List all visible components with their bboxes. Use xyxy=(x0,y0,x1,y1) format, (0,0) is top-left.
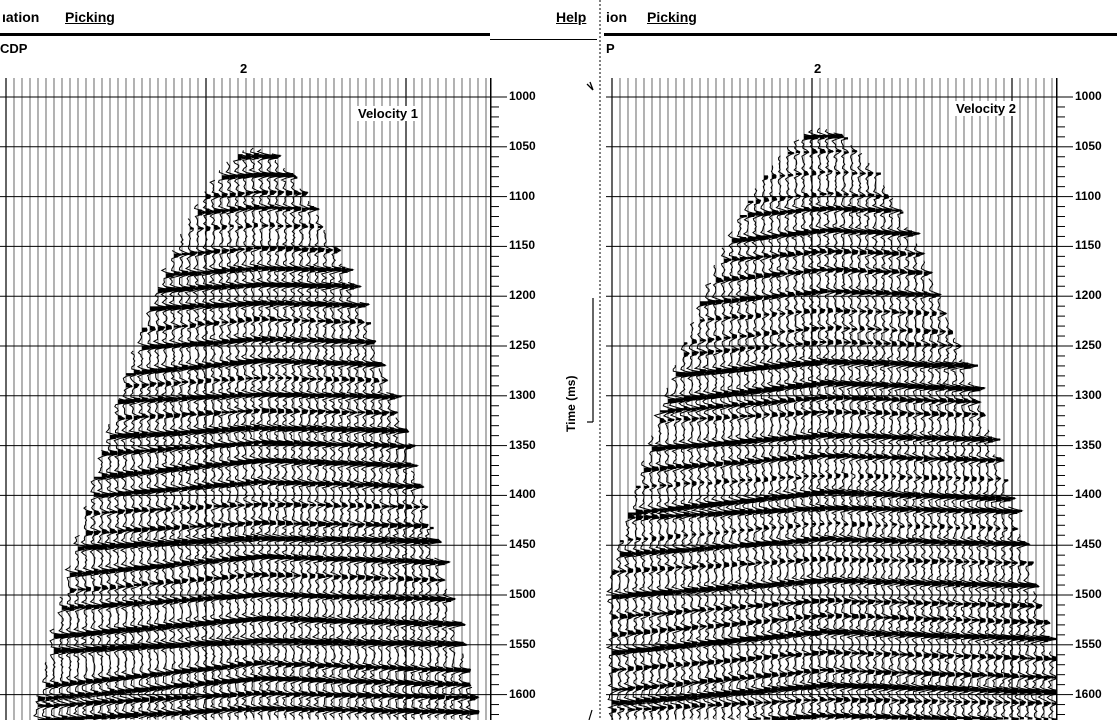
time-tick-label: 1450 xyxy=(509,537,536,552)
right-menubar: ion Picking xyxy=(604,0,1117,32)
left-cdp-number: 2 xyxy=(240,61,248,76)
left-menubar: ıation Picking Help xyxy=(0,0,597,32)
right-cdp-header: P xyxy=(606,41,615,56)
right-time-axis: 1000 1050 1100 1150 1200 1250 1300 1350 1400 1450… xyxy=(1057,78,1117,720)
time-tick-label: 1100 xyxy=(509,188,536,203)
menu-estimation[interactable]: ıation xyxy=(2,9,40,25)
time-tick-label: 1050 xyxy=(509,138,536,153)
right-gather-panel[interactable]: Velocity 2 xyxy=(606,78,1057,720)
left-cdp-header: CDP xyxy=(0,41,28,56)
time-tick-label: 1200 xyxy=(509,288,536,303)
left-gather-panel[interactable]: Velocity 1 xyxy=(0,78,491,720)
time-tick-label: 1000 xyxy=(1075,89,1102,103)
time-tick-label: 1150 xyxy=(1075,238,1102,253)
menu-help[interactable]: Help xyxy=(556,9,586,25)
left-gather-wiggles xyxy=(0,78,490,720)
time-tick-label: 1400 xyxy=(1075,487,1102,502)
left-menubar-rule xyxy=(0,33,490,36)
time-tick-label: 1400 xyxy=(509,487,536,502)
time-tick-label: 1600 xyxy=(1075,686,1102,701)
time-tick-label: 1150 xyxy=(509,238,536,253)
time-tick-label: 1550 xyxy=(1075,636,1102,651)
left-header-rule xyxy=(490,39,597,40)
time-tick-label: 1600 xyxy=(509,686,536,701)
right-gather-wiggles xyxy=(606,78,1056,720)
menu-picking-right[interactable]: Picking xyxy=(647,9,697,25)
time-tick-label: 1050 xyxy=(1075,138,1102,153)
time-tick-label: 1300 xyxy=(1075,387,1102,402)
menu-estimation-right[interactable]: ion xyxy=(606,9,627,25)
menu-picking-label: Picking xyxy=(65,9,115,25)
right-time-axis-ticks xyxy=(1057,78,1073,720)
time-tick-label: 1250 xyxy=(509,338,536,352)
time-axis-title: Time (ms) xyxy=(564,375,578,432)
time-tick-label: 1500 xyxy=(509,587,536,601)
velocity-picking-guide xyxy=(586,81,594,720)
time-tick-label: 1000 xyxy=(509,89,536,103)
window-splitter[interactable] xyxy=(597,0,604,720)
time-tick-label: 1350 xyxy=(509,437,536,452)
menu-picking[interactable]: Picking xyxy=(65,9,115,25)
time-tick-label: 1350 xyxy=(1075,437,1102,452)
left-time-axis: 1000 1050 1100 1150 1200 1250 1300 1350 1400 1450… xyxy=(491,78,551,720)
time-tick-label: 1100 xyxy=(1075,188,1102,203)
left-velocity-label: Velocity 1 xyxy=(356,106,420,121)
time-tick-label: 1200 xyxy=(1075,288,1102,303)
time-tick-label: 1250 xyxy=(1075,338,1102,352)
time-tick-label: 1500 xyxy=(1075,587,1102,601)
splitter-handle xyxy=(599,0,601,720)
time-tick-label: 1300 xyxy=(509,387,536,402)
menu-picking-right-label: Picking xyxy=(647,9,697,25)
right-menubar-rule xyxy=(604,33,1117,36)
time-tick-label: 1450 xyxy=(1075,537,1102,552)
left-time-axis-ticks xyxy=(491,78,507,720)
right-velocity-label: Velocity 2 xyxy=(954,101,1018,116)
menu-help-label: Help xyxy=(556,9,587,25)
right-cdp-number: 2 xyxy=(814,61,822,76)
time-tick-label: 1550 xyxy=(509,636,536,651)
